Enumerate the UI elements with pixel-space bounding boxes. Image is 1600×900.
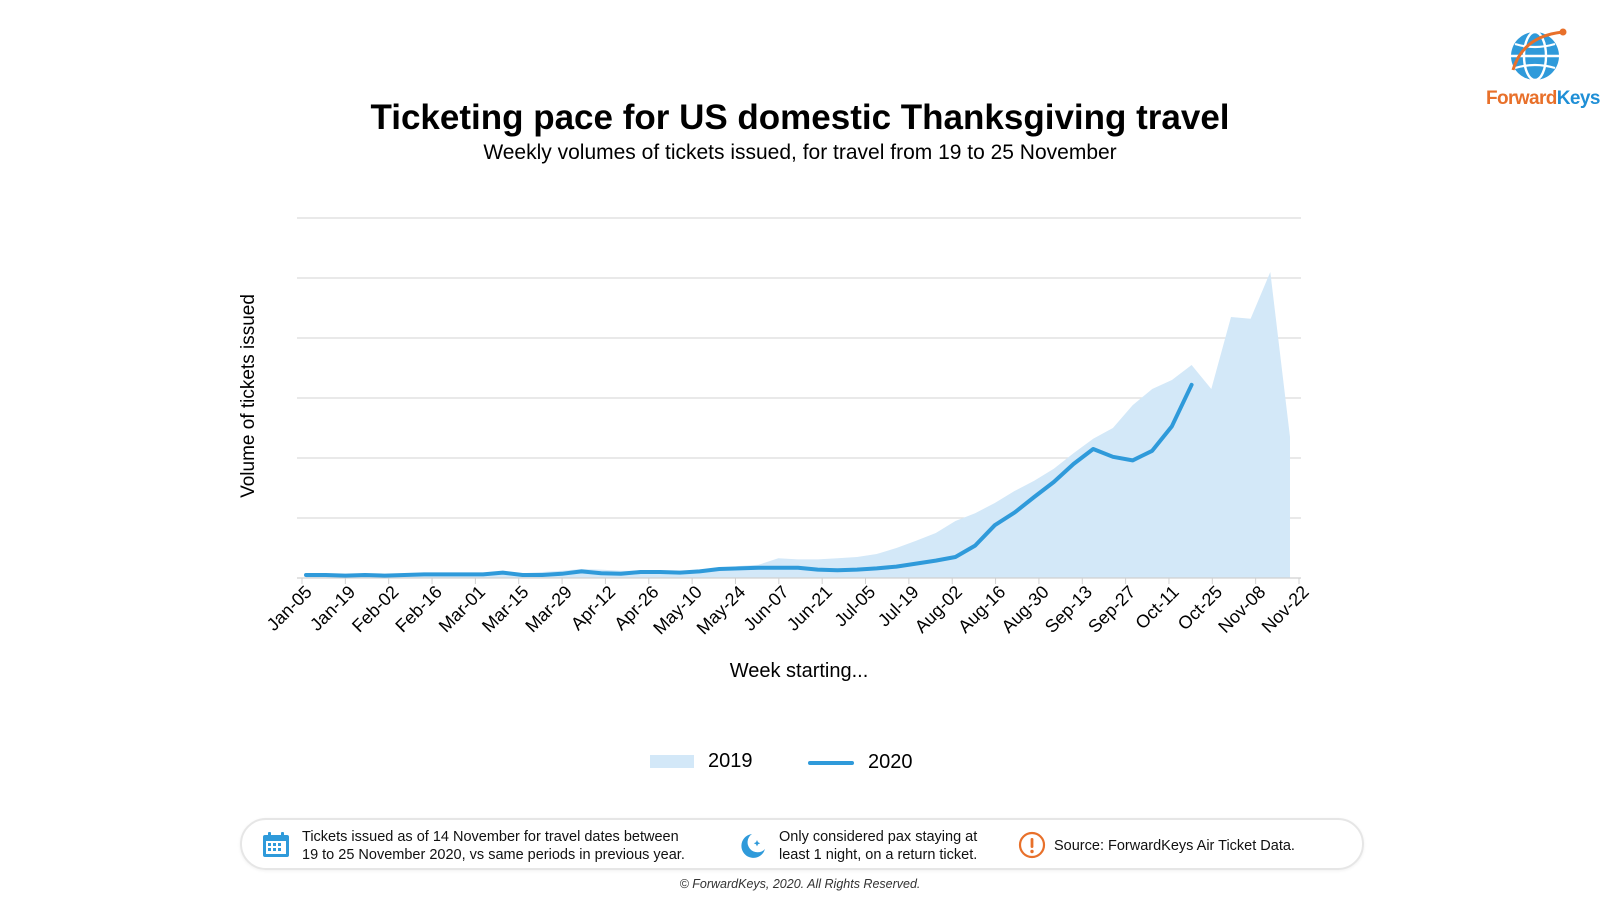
x-tick-labels: Jan-05Jan-19Feb-02Feb-16Mar-01Mar-15Mar-… <box>263 582 1313 639</box>
forwardkeys-logo: ForwardKeys <box>1486 26 1600 116</box>
x-tick-label: Jan-19 <box>306 582 359 635</box>
x-tick-label: Nov-08 <box>1214 582 1269 637</box>
line-2020 <box>304 382 1194 578</box>
x-tick-label: Oct-11 <box>1131 582 1182 633</box>
logo-text-forward: Forward <box>1486 88 1557 109</box>
exclamation-icon <box>1018 831 1046 859</box>
x-tick-label: Feb-16 <box>391 582 445 636</box>
note-line: Tickets issued as of 14 November for tra… <box>302 829 679 845</box>
x-tick-label: Mar-15 <box>478 582 532 636</box>
calendar-icon <box>263 832 289 857</box>
legend-swatch-2020 <box>808 760 854 765</box>
x-tick-label: Jul-05 <box>831 582 880 631</box>
area-chart: Jan-05Jan-19Feb-02Feb-16Mar-01Mar-15Mar-… <box>238 217 1313 682</box>
legend-swatch-2019 <box>650 755 694 768</box>
legend-item-2019: 2019 <box>650 750 753 773</box>
x-tick-label: Mar-01 <box>435 582 489 636</box>
legend-item-2020: 2020 <box>808 751 913 774</box>
x-tick-label: Jun-07 <box>740 582 793 635</box>
x-tick-label: Nov-22 <box>1258 582 1313 637</box>
x-axis <box>297 577 1301 584</box>
x-tick-label: Sep-13 <box>1041 582 1096 637</box>
note-source: Source: ForwardKeys Air Ticket Data. <box>1054 837 1295 855</box>
note-line: Source: ForwardKeys Air Ticket Data. <box>1054 838 1295 854</box>
x-tick-label: Aug-30 <box>998 582 1053 637</box>
note-line: 19 to 25 November 2020, vs same periods … <box>302 847 685 863</box>
legend-label-2019: 2019 <box>708 750 753 772</box>
x-tick-label: Sep-27 <box>1084 582 1139 637</box>
copyright: © ForwardKeys, 2020. All Rights Reserved… <box>679 877 921 891</box>
chart-title: Ticketing pace for US domestic Thanksgiv… <box>370 98 1230 137</box>
x-tick-label: Feb-02 <box>348 582 402 636</box>
notes-box: Tickets issued as of 14 November for tra… <box>240 818 1364 870</box>
area-2019 <box>306 272 1290 578</box>
legend-label-2020: 2020 <box>868 751 913 773</box>
series-2020-layer <box>304 382 1194 578</box>
x-tick-label: Aug-16 <box>954 582 1009 637</box>
chart-legend: 2019 2020 <box>0 750 1600 780</box>
x-tick-label: Apr-12 <box>567 582 619 634</box>
x-axis-label: Week starting... <box>730 660 869 682</box>
moon-stars-icon <box>741 834 765 858</box>
note-line: least 1 night, on a return ticket. <box>779 847 978 863</box>
logo-text-keys: Keys <box>1556 88 1600 109</box>
y-axis-label: Volume of tickets issued <box>238 294 259 498</box>
note-line: Only considered pax staying at <box>779 829 978 845</box>
series-2019-layer <box>306 272 1290 578</box>
note-pax-stay: Only considered pax staying at least 1 n… <box>779 828 977 864</box>
note-tickets-issued: Tickets issued as of 14 November for tra… <box>302 828 685 864</box>
x-tick-label: Mar-29 <box>521 582 575 636</box>
x-tick-label: Aug-02 <box>911 582 966 637</box>
globe-logo-icon <box>1511 28 1567 82</box>
x-tick-label: Jun-21 <box>783 582 836 635</box>
chart-subtitle: Weekly volumes of tickets issued, for tr… <box>483 141 1117 164</box>
x-tick-label: May-24 <box>693 582 750 639</box>
x-tick-label: Jan-05 <box>263 582 316 635</box>
